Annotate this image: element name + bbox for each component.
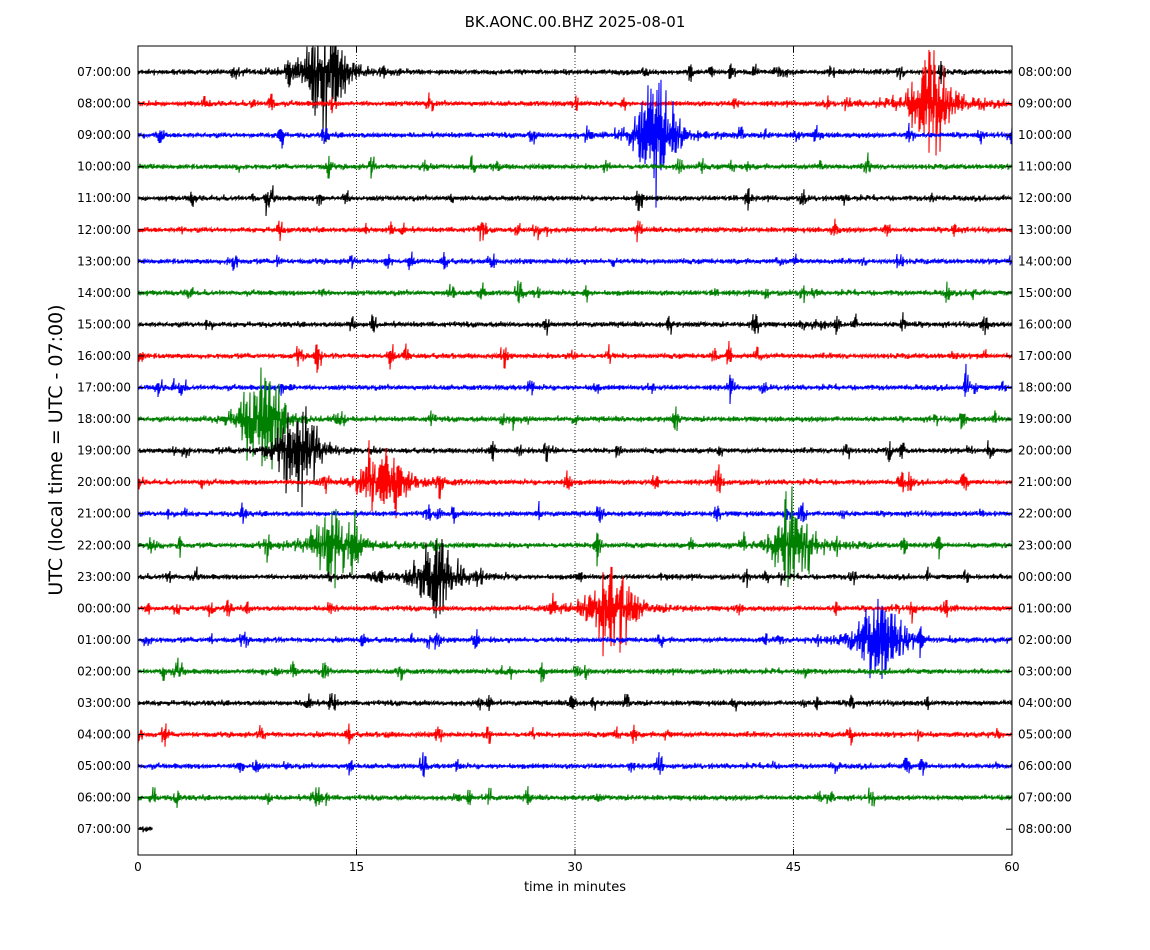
seismic-traces xyxy=(138,46,1012,833)
trace-row-20 xyxy=(138,693,1012,712)
trace-row-11 xyxy=(138,367,1012,470)
left-tick-label: 23:00:00 xyxy=(77,570,131,584)
x-tick-label: 45 xyxy=(786,860,801,874)
right-tick-label: 23:00:00 xyxy=(1018,538,1072,552)
trace-row-19 xyxy=(138,657,1012,683)
trace-row-6 xyxy=(138,251,1012,271)
right-tick-label: 10:00:00 xyxy=(1018,128,1072,142)
left-tick-label: 02:00:00 xyxy=(77,664,131,678)
right-tick-label: 11:00:00 xyxy=(1018,160,1072,174)
left-tick-label: 16:00:00 xyxy=(77,349,131,363)
left-tick-label: 15:00:00 xyxy=(77,317,131,331)
right-tick-label: 02:00:00 xyxy=(1018,633,1072,647)
left-tick-label: 00:00:00 xyxy=(77,601,131,615)
right-tick-label: 18:00:00 xyxy=(1018,381,1072,395)
left-tick-label: 09:00:00 xyxy=(77,128,131,142)
trace-row-23 xyxy=(138,786,1012,808)
x-tick-label: 30 xyxy=(567,860,582,874)
left-tick-label: 03:00:00 xyxy=(77,696,131,710)
right-tick-label: 16:00:00 xyxy=(1018,317,1072,331)
trace-row-3 xyxy=(138,152,1012,179)
trace-row-22 xyxy=(138,752,1012,778)
right-tick-label: 12:00:00 xyxy=(1018,191,1072,205)
left-tick-label: 19:00:00 xyxy=(77,444,131,458)
trace-row-1 xyxy=(138,49,1012,156)
right-tick-label: 19:00:00 xyxy=(1018,412,1072,426)
left-time-axis: 07:00:00 08:00:00 09:00:00 10:00:00 11:00:00… xyxy=(77,65,144,836)
trace-row-9 xyxy=(138,340,1012,373)
trace-row-14 xyxy=(138,500,1012,524)
trace-row-13 xyxy=(138,440,1012,519)
left-tick-label: 13:00:00 xyxy=(77,254,131,268)
x-tick-label: 0 xyxy=(134,860,142,874)
right-tick-label: 14:00:00 xyxy=(1018,254,1072,268)
trace-row-0 xyxy=(138,46,1012,143)
right-tick-label: 09:00:00 xyxy=(1018,97,1072,111)
left-tick-label: 17:00:00 xyxy=(77,381,131,395)
left-tick-label: 05:00:00 xyxy=(77,759,131,773)
left-tick-label: 06:00:00 xyxy=(77,791,131,805)
chart-title: BK.AONC.00.BHZ 2025-08-01 xyxy=(465,13,686,31)
right-tick-label: 22:00:00 xyxy=(1018,507,1072,521)
left-tick-label: 01:00:00 xyxy=(77,633,131,647)
right-tick-label: 04:00:00 xyxy=(1018,696,1072,710)
trace-row-4 xyxy=(138,185,1012,217)
right-tick-label: 05:00:00 xyxy=(1018,728,1072,742)
left-tick-label: 20:00:00 xyxy=(77,475,131,489)
right-tick-label: 20:00:00 xyxy=(1018,444,1072,458)
trace-row-5 xyxy=(138,218,1012,243)
trace-row-10 xyxy=(138,363,1012,405)
trace-row-21 xyxy=(138,723,1012,747)
trace-row-17 xyxy=(138,566,1012,657)
right-tick-label: 17:00:00 xyxy=(1018,349,1072,363)
x-axis-label: time in minutes xyxy=(524,880,626,895)
right-time-axis: 08:00:00 09:00:00 10:00:00 11:00:00 12:00:00… xyxy=(1006,65,1072,836)
trace-row-12 xyxy=(138,406,1012,508)
x-tick-label: 15 xyxy=(349,860,364,874)
x-axis: 0 15 30 45 60 xyxy=(134,46,1020,874)
trace-row-18 xyxy=(138,598,1012,679)
left-tick-label: 18:00:00 xyxy=(77,412,131,426)
left-tick-label: 07:00:00 xyxy=(77,65,131,79)
left-tick-label: 04:00:00 xyxy=(77,728,131,742)
right-tick-label: 06:00:00 xyxy=(1018,759,1072,773)
right-tick-label: 08:00:00 xyxy=(1018,822,1072,836)
right-tick-label: 00:00:00 xyxy=(1018,570,1072,584)
left-tick-label: 14:00:00 xyxy=(77,286,131,300)
trace-row-15 xyxy=(138,486,1012,589)
x-tick-label: 60 xyxy=(1004,860,1019,874)
trace-row-8 xyxy=(138,312,1012,336)
right-tick-label: 15:00:00 xyxy=(1018,286,1072,300)
right-tick-label: 07:00:00 xyxy=(1018,791,1072,805)
left-tick-label: 21:00:00 xyxy=(77,507,131,521)
trace-row-7 xyxy=(138,280,1012,304)
right-tick-label: 21:00:00 xyxy=(1018,475,1072,489)
left-tick-label: 08:00:00 xyxy=(77,97,131,111)
right-tick-label: 03:00:00 xyxy=(1018,664,1072,678)
right-tick-label: 13:00:00 xyxy=(1018,223,1072,237)
trace-row-2 xyxy=(138,79,1012,208)
left-tick-label: 22:00:00 xyxy=(77,538,131,552)
right-tick-label: 08:00:00 xyxy=(1018,65,1072,79)
left-tick-label: 11:00:00 xyxy=(77,191,131,205)
left-tick-label: 10:00:00 xyxy=(77,160,131,174)
right-tick-label: 01:00:00 xyxy=(1018,601,1072,615)
y-axis-label: UTC (local time = UTC - 07:00) xyxy=(45,304,67,595)
left-tick-label: 07:00:00 xyxy=(77,822,131,836)
left-tick-label: 12:00:00 xyxy=(77,223,131,237)
trace-row-16 xyxy=(138,539,1012,619)
